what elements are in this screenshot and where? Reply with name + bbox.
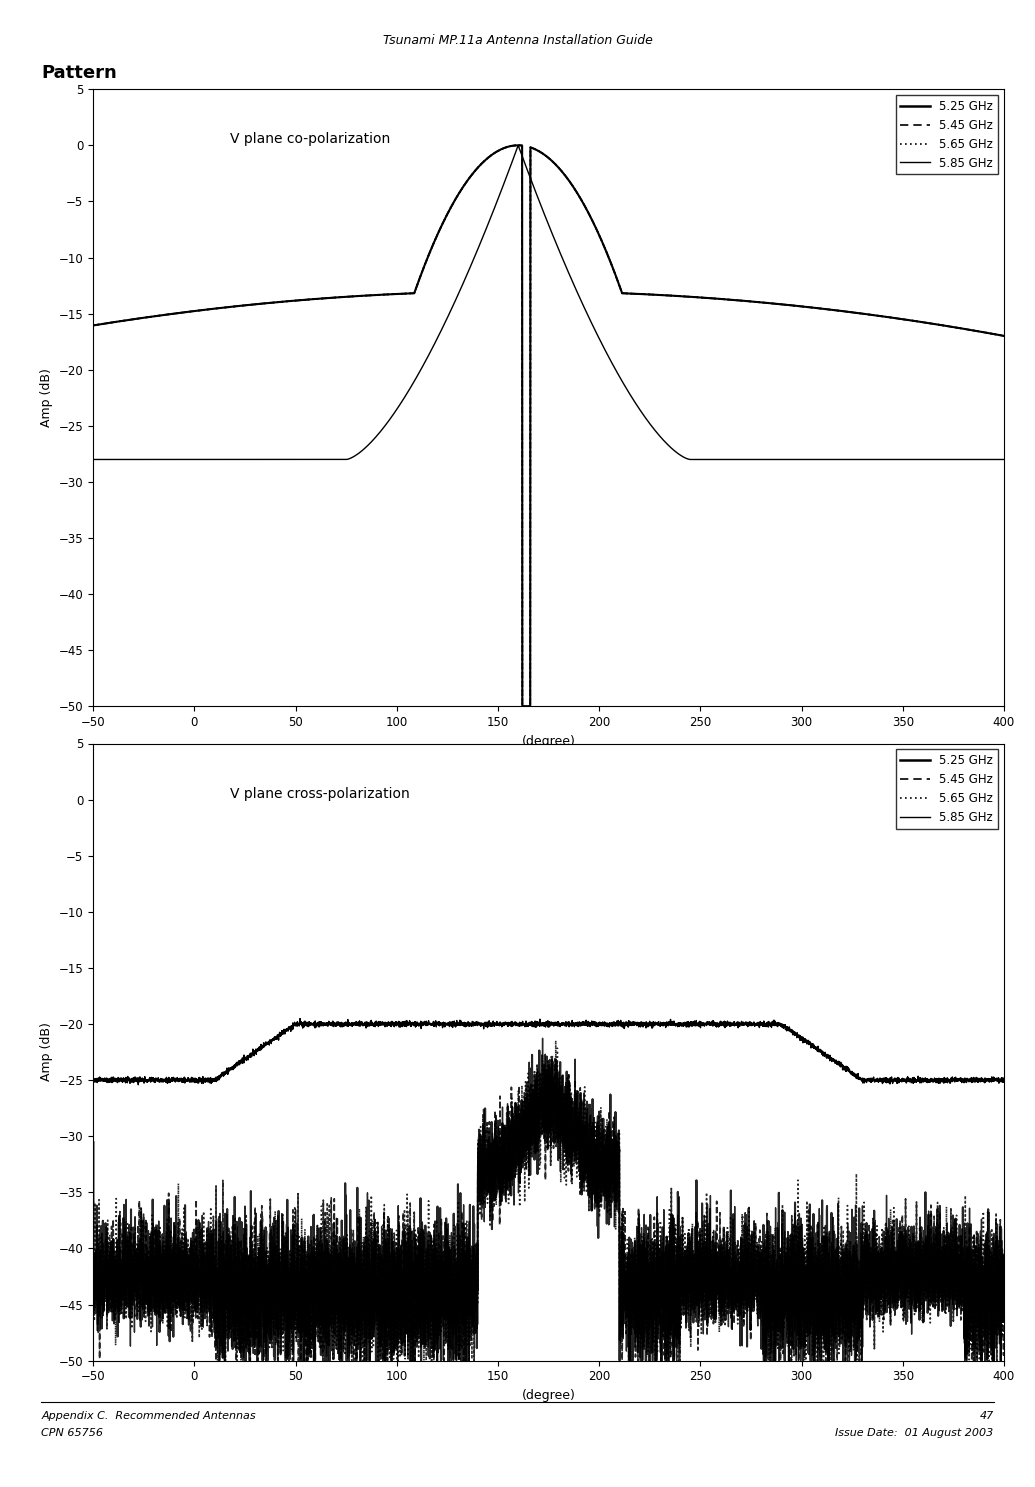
Text: Pattern: Pattern <box>41 64 117 82</box>
X-axis label: (degree): (degree) <box>522 1389 575 1402</box>
Legend: 5.25 GHz, 5.45 GHz, 5.65 GHz, 5.85 GHz: 5.25 GHz, 5.45 GHz, 5.65 GHz, 5.85 GHz <box>895 749 998 828</box>
X-axis label: (degree): (degree) <box>522 735 575 748</box>
Text: CPN 65756: CPN 65756 <box>41 1428 104 1438</box>
Text: V plane co-polarization: V plane co-polarization <box>230 132 390 146</box>
Text: Tsunami MP.11a Antenna Installation Guide: Tsunami MP.11a Antenna Installation Guid… <box>383 34 652 48</box>
Text: V plane cross-polarization: V plane cross-polarization <box>230 787 410 800</box>
Text: Issue Date:  01 August 2003: Issue Date: 01 August 2003 <box>835 1428 994 1438</box>
Legend: 5.25 GHz, 5.45 GHz, 5.65 GHz, 5.85 GHz: 5.25 GHz, 5.45 GHz, 5.65 GHz, 5.85 GHz <box>895 95 998 174</box>
Text: Appendix C.  Recommended Antennas: Appendix C. Recommended Antennas <box>41 1411 256 1422</box>
Y-axis label: Amp (dB): Amp (dB) <box>40 369 53 427</box>
Text: 47: 47 <box>979 1411 994 1422</box>
Y-axis label: Amp (dB): Amp (dB) <box>40 1023 53 1081</box>
